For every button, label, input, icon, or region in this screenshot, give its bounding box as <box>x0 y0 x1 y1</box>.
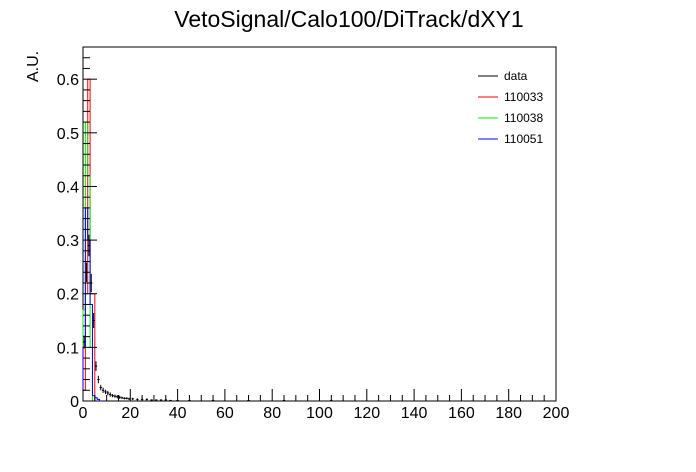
y-tick-label: 0 <box>70 394 79 411</box>
data-point <box>106 390 110 396</box>
x-tick-label: 60 <box>216 405 234 422</box>
data-point <box>155 399 158 401</box>
y-tick-label: 0.3 <box>57 233 79 250</box>
data-point <box>97 375 100 384</box>
data-point <box>145 398 149 401</box>
y-tick-label: 0.1 <box>57 340 79 357</box>
data-point <box>169 399 172 401</box>
y-tick-label: 0.5 <box>57 126 79 143</box>
x-tick-label: 140 <box>401 405 428 422</box>
axis-layer: 0 20 40 60 80 100 120 140 160 180 200 0 0.1 0.2 0.3 0.4… <box>57 46 570 422</box>
legend-entry: data <box>478 69 528 83</box>
legend-label: 110033 <box>504 90 543 104</box>
data-point <box>123 397 126 400</box>
data-point <box>120 396 124 399</box>
x-tick-label: 120 <box>353 405 380 422</box>
data-point <box>136 398 139 401</box>
x-tick-label: 100 <box>306 405 333 422</box>
x-tick-label: 0 <box>79 405 88 422</box>
data-point <box>150 399 153 401</box>
y-axis-title: A.U. <box>25 51 42 82</box>
data-point <box>111 394 114 398</box>
x-tick-label: 20 <box>121 405 139 422</box>
data-point <box>101 387 105 393</box>
legend-label: data <box>504 69 528 83</box>
y-tick-label: 0.6 <box>57 72 79 89</box>
data-point <box>131 397 134 400</box>
data-point <box>113 394 117 398</box>
x-tick-label: 180 <box>495 405 522 422</box>
data-point <box>92 313 95 329</box>
plot-frame <box>82 46 557 402</box>
y-tick-label: 0.4 <box>57 179 79 196</box>
chart-title: VetoSignal/Calo100/DiTrack/dXY1 <box>174 6 523 32</box>
data-point <box>90 273 93 293</box>
y-tick-label: 0.2 <box>57 287 79 304</box>
data-point <box>82 335 86 349</box>
data-point <box>104 389 107 395</box>
legend-label: 110038 <box>504 111 543 125</box>
x-tick-label: 160 <box>448 405 475 422</box>
data-point <box>94 361 98 371</box>
legend-entry: 110033 <box>478 90 543 104</box>
data-point <box>87 234 91 257</box>
x-tick-label: 40 <box>169 405 187 422</box>
legend-entry: 110051 <box>478 132 543 146</box>
legend-entry: 110038 <box>478 111 543 125</box>
series-110051-histogram <box>82 207 102 402</box>
data-points-layer <box>82 234 333 401</box>
legend: data 110033 110038 110051 <box>478 69 543 146</box>
data-point <box>125 397 128 400</box>
data-point <box>108 392 112 397</box>
data-point <box>159 399 163 401</box>
x-tick-label: 80 <box>263 405 281 422</box>
x-tick-label: 200 <box>543 405 570 422</box>
data-point <box>99 384 102 391</box>
legend-label: 110051 <box>504 132 543 146</box>
